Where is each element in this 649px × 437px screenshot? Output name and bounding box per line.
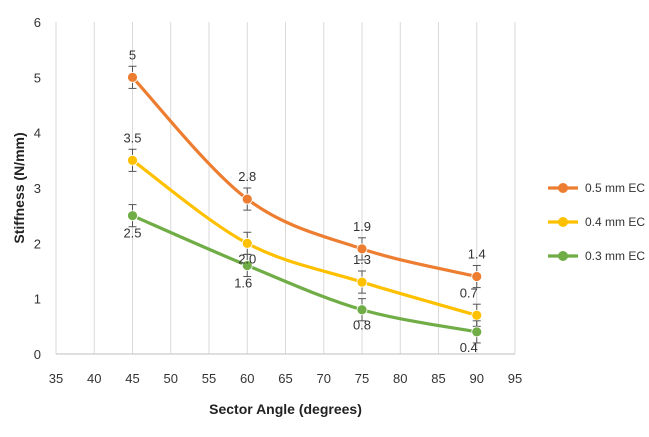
legend-label: 0.5 mm EC [585,181,645,195]
data-label: 3.5 [123,130,141,145]
vertical-gridlines [55,22,516,354]
data-point [471,326,483,338]
x-tick-label: 45 [125,371,139,386]
y-axis-ticks: 0 1 2 3 4 5 6 [34,15,41,362]
legend-label: 0.3 mm EC [585,249,645,263]
x-tick-label: 95 [508,371,522,386]
x-tick-label: 35 [49,371,63,386]
x-tick-label: 90 [470,371,484,386]
x-tick-label: 80 [393,371,407,386]
legend: 0.5 mm EC 0.4 mm EC 0.3 mm EC [548,181,645,263]
data-point [356,276,368,288]
data-label: 1.9 [353,219,371,234]
data-label: 0.8 [353,318,371,333]
y-tick-label: 0 [34,347,41,362]
data-label: 2.8 [238,169,256,184]
data-point [241,193,253,205]
legend-swatch-marker [558,217,568,227]
x-axis-title: Sector Angle (degrees) [209,401,362,417]
data-label: 5 [129,47,136,62]
data-point [471,271,483,282]
data-point [127,154,138,166]
x-tick-label: 55 [202,371,216,386]
x-tick-label: 75 [355,371,369,386]
data-point [471,309,483,321]
data-label: 1.4 [468,247,486,262]
legend-swatch-marker [558,251,568,261]
data-point [241,260,253,271]
data-labels: 5 2.8 1.9 1.4 3.5 2.0 1.3 0.7 2.5 1.6 0.8 0.4 [123,47,485,355]
x-tick-label: 40 [87,371,101,386]
data-label: 2.0 [238,251,256,266]
data-point [356,243,368,255]
data-label: 1.6 [234,275,252,290]
x-tick-label: 60 [240,371,254,386]
x-tick-label: 50 [164,371,178,386]
data-point [127,71,138,83]
y-axis-title: Stiffness (N/mm) [11,132,27,243]
legend-label: 0.4 mm EC [585,215,645,229]
data-point [241,237,253,249]
data-point [356,304,368,316]
y-tick-label: 1 [34,292,41,307]
x-tick-label: 65 [278,371,292,386]
x-axis-ticks: 35 40 45 50 55 60 65 70 75 80 85 90 95 [49,371,522,386]
series-line [130,214,479,334]
data-label: 1.3 [353,252,371,267]
data-label: 0.4 [460,340,478,355]
y-tick-label: 6 [34,15,41,30]
data-label: 2.5 [123,226,141,241]
series-line [130,75,479,279]
series-group [127,65,483,344]
x-tick-label: 70 [317,371,331,386]
data-point [127,210,138,222]
y-tick-label: 2 [34,236,41,251]
data-label: 0.7 [460,285,478,300]
legend-swatch-marker [558,183,568,193]
y-tick-label: 5 [34,70,41,85]
x-tick-label: 85 [431,371,445,386]
y-tick-label: 3 [34,181,41,196]
series-line [130,158,479,317]
y-tick-label: 4 [34,126,41,141]
